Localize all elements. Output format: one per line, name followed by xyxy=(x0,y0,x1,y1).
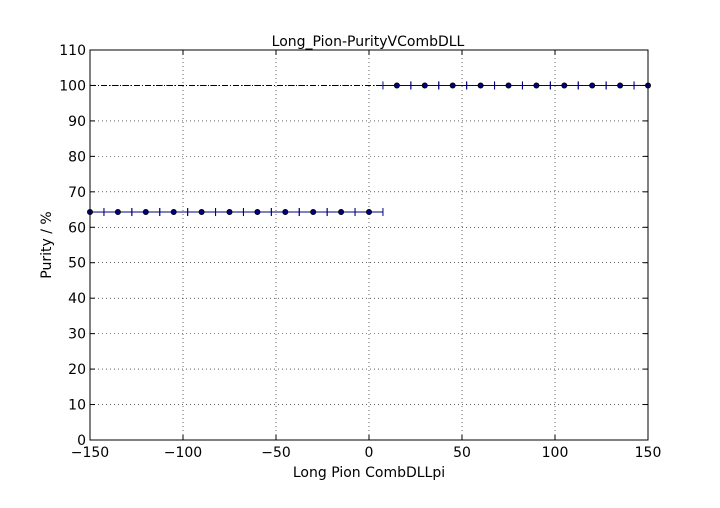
y-tick-label: 70 xyxy=(68,185,86,201)
y-tick-label: 50 xyxy=(68,256,86,272)
x-tick-label: −50 xyxy=(261,445,291,461)
y-tick-label: 30 xyxy=(68,327,86,343)
y-tick-label: 100 xyxy=(59,78,86,94)
y-tick-label: 90 xyxy=(68,114,86,130)
y-tick-label: 10 xyxy=(68,398,86,414)
data-point xyxy=(114,209,121,216)
data-point xyxy=(282,209,289,216)
x-tick-label: 150 xyxy=(635,445,662,461)
y-tick-label: 110 xyxy=(59,43,86,59)
x-tick-label: −150 xyxy=(71,445,109,461)
data-points xyxy=(87,81,652,217)
data-point xyxy=(310,209,317,216)
data-point xyxy=(338,209,345,216)
y-axis-label: Purity / % xyxy=(39,211,55,278)
axis-ticks: −150 −100 −50 0 50 100 150 0 10 20 30 40 50 60 70 80 90 1… xyxy=(59,43,661,461)
data-point xyxy=(365,209,372,216)
x-tick-label: 0 xyxy=(365,445,374,461)
data-point xyxy=(477,82,484,89)
data-point xyxy=(393,82,400,89)
y-tick-label: 20 xyxy=(68,362,86,378)
x-axis-label: Long Pion CombDLLpi xyxy=(293,465,445,481)
y-tick-label: 40 xyxy=(68,291,86,307)
data-point xyxy=(617,82,624,89)
data-point xyxy=(533,82,540,89)
data-point xyxy=(142,209,149,216)
data-point xyxy=(226,209,233,216)
x-tick-label: 100 xyxy=(542,445,569,461)
data-point xyxy=(589,82,596,89)
y-tick-label: 80 xyxy=(68,149,86,165)
data-point xyxy=(198,209,205,216)
data-point xyxy=(421,82,428,89)
chart-title: Long_Pion-PurityVCombDLL xyxy=(272,34,465,50)
x-tick-label: −100 xyxy=(164,445,202,461)
data-point xyxy=(561,82,568,89)
data-point xyxy=(254,209,261,216)
plot-frame xyxy=(89,49,649,441)
y-tick-label: 60 xyxy=(68,220,86,236)
y-tick-label: 0 xyxy=(77,433,86,449)
data-point xyxy=(505,82,512,89)
data-point xyxy=(170,209,177,216)
data-point xyxy=(449,82,456,89)
grid-lines xyxy=(89,49,649,441)
x-tick-label: 50 xyxy=(453,445,471,461)
